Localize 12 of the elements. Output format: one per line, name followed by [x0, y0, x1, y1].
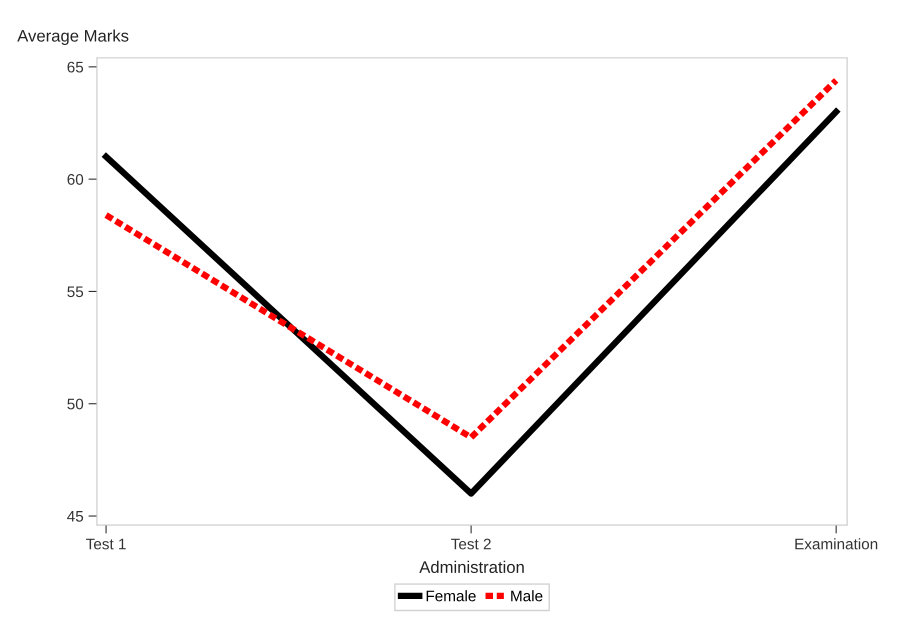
y-tick-label: 45	[67, 511, 84, 522]
x-tick-label: Test 1	[86, 538, 126, 550]
y-tick-label: 55	[67, 286, 84, 298]
y-tick-label: 50	[67, 398, 84, 410]
legend-label: Male	[511, 590, 542, 602]
legend-label: Female	[426, 590, 476, 602]
x-tick-label: Test 2	[451, 538, 491, 550]
y-axis-title: Average Marks	[17, 29, 128, 46]
x-tick-label: Examination	[795, 538, 878, 550]
y-tick-label: 60	[68, 174, 84, 185]
x-axis-title: Administration	[419, 560, 524, 574]
y-tick-label: 65	[68, 62, 84, 73]
